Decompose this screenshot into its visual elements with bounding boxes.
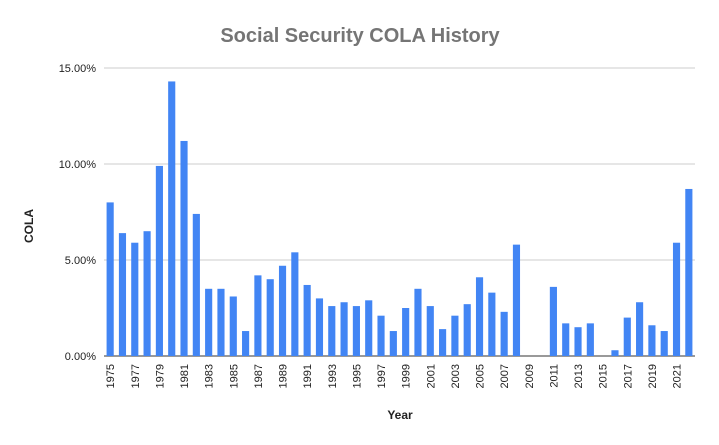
bar-1977 (131, 242, 139, 356)
bar-2019 (648, 325, 656, 356)
x-axis-ticks: 1975 1977 1979 1981 1983 1985 1987 1989 1991 1993… (105, 364, 683, 388)
bar-2022 (685, 188, 693, 356)
bar-2021 (672, 242, 681, 356)
chart-title: Social Security COLA History (220, 25, 500, 47)
bar-1997 (377, 315, 385, 356)
bar-1998 (389, 331, 397, 356)
x-tick-label: 2003 (450, 364, 462, 388)
x-tick-label: 1991 (302, 364, 314, 388)
bar-1984 (217, 288, 225, 356)
bar-1975 (106, 202, 114, 356)
y-axis-ticks: 0.00% 5.00% 10.00% 15.00% (59, 63, 97, 363)
bar-2001 (426, 306, 434, 356)
bar-1985 (229, 296, 237, 356)
bar-2008 (512, 244, 521, 356)
bar-1999 (402, 308, 410, 356)
bar-1995 (352, 306, 360, 356)
x-tick-label: 1985 (228, 364, 240, 388)
bar-2002 (439, 329, 447, 356)
bar-1983 (205, 288, 213, 356)
y-tick-label: 15.00% (59, 63, 97, 75)
bar-1988 (266, 279, 274, 356)
y-tick-label: 0.00% (65, 351, 96, 363)
bar-2013 (574, 327, 582, 356)
bar-1991 (303, 284, 311, 356)
bar-1987 (254, 275, 262, 356)
bar-1986 (242, 331, 250, 356)
x-tick-label: 1975 (105, 364, 117, 388)
x-tick-label: 1999 (401, 364, 413, 388)
bar-2003 (451, 315, 459, 356)
bar-2014 (586, 323, 594, 356)
x-tick-label: 2017 (622, 364, 634, 388)
x-tick-label: 2001 (425, 364, 437, 388)
x-axis-title: Year (387, 408, 413, 422)
bar-1989 (278, 265, 287, 356)
bars (106, 81, 693, 356)
y-tick-label: 5.00% (65, 255, 96, 267)
bar-2020 (660, 331, 668, 356)
bar-1990 (291, 252, 299, 356)
x-tick-label: 2015 (598, 364, 610, 388)
bar-2004 (463, 304, 471, 356)
x-tick-label: 1981 (179, 364, 191, 388)
bar-1976 (118, 233, 127, 356)
x-tick-label: 2013 (573, 364, 585, 388)
x-tick-label: 1995 (351, 364, 363, 388)
bar-1980 (168, 81, 176, 356)
bar-2016 (611, 350, 619, 356)
bar-1978 (143, 231, 151, 356)
bar-2018 (636, 302, 644, 356)
bar-2005 (475, 277, 484, 356)
bar-2012 (562, 323, 570, 356)
x-tick-label: 1979 (154, 364, 166, 388)
x-tick-label: 2019 (647, 364, 659, 388)
x-tick-label: 1987 (253, 364, 265, 388)
x-tick-label: 2011 (548, 364, 560, 388)
gridlines (104, 67, 695, 357)
x-tick-label: 2009 (524, 364, 536, 388)
bar-1979 (155, 165, 163, 356)
bar-1994 (340, 302, 348, 356)
x-tick-label: 1983 (204, 364, 216, 388)
x-tick-label: 1997 (376, 364, 388, 388)
bar-1992 (315, 298, 324, 356)
x-tick-label: 2007 (499, 364, 511, 388)
y-tick-label: 10.00% (59, 159, 97, 171)
bar-1982 (192, 213, 200, 356)
bar-2017 (623, 317, 631, 356)
bar-1996 (365, 300, 373, 356)
x-tick-label: 1977 (130, 364, 142, 388)
bar-2011 (549, 286, 557, 356)
x-tick-label: 1989 (278, 364, 290, 388)
x-tick-label: 1993 (327, 364, 339, 388)
bar-2007 (500, 311, 508, 356)
bar-2006 (488, 292, 496, 356)
bar-2000 (414, 288, 422, 356)
x-tick-label: 2021 (672, 364, 684, 388)
x-tick-label: 2005 (475, 364, 487, 388)
y-axis-title: COLA (22, 209, 36, 243)
bar-1981 (180, 140, 188, 356)
bar-1993 (328, 306, 336, 356)
